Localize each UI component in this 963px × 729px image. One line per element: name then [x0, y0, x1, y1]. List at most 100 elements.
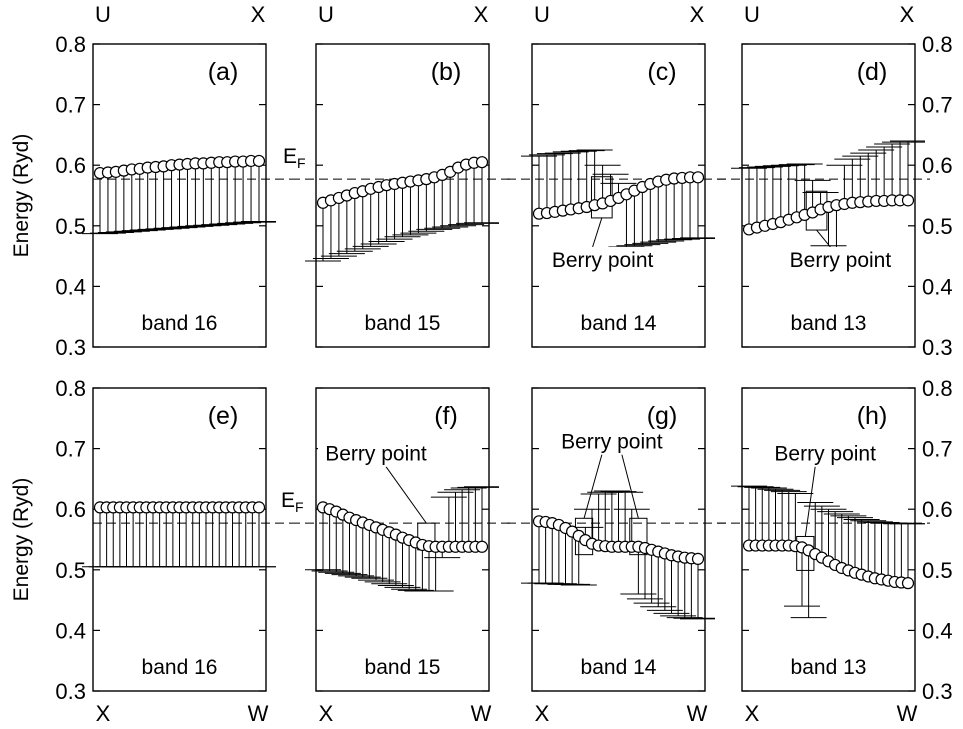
panel-frame	[92, 43, 267, 348]
y-tick-label-right: 0.4	[922, 274, 953, 299]
x-end-label: W	[471, 701, 492, 726]
berry-leader-line	[804, 466, 816, 537]
y-tick-label-left: 0.4	[55, 274, 86, 299]
berry-label-bg	[767, 440, 884, 467]
panel-label: (a)	[208, 58, 239, 86]
berry-point-label: Berry point	[790, 249, 892, 272]
berry-leader-line	[583, 454, 603, 519]
data-point	[691, 552, 705, 565]
x-end-label: X	[900, 2, 915, 27]
y-tick-label-right: 0.3	[922, 335, 953, 360]
x-start-label: X	[535, 701, 550, 726]
fermi-label: EF	[281, 489, 304, 515]
y-tick-label-left: 0.5	[55, 214, 86, 239]
y-tick-label-left: 0.7	[55, 437, 86, 462]
panel-frame	[741, 43, 916, 348]
panel-e: (e) band 16 X W	[82, 387, 291, 726]
y-axis-label: Energy (Ryd)	[10, 478, 33, 602]
panel-label: (e)	[208, 402, 239, 430]
panel-frame	[531, 43, 706, 348]
panel-label: (c)	[647, 58, 676, 86]
panel-frame	[741, 387, 916, 692]
x-start-label: U	[95, 2, 111, 27]
panel-d: Berry point (d) band 13 U X	[717, 2, 930, 348]
x-start-label: U	[534, 2, 550, 27]
panel-label: (h)	[857, 402, 888, 430]
panel-frame	[315, 43, 490, 348]
y-tick-label-right: 0.4	[922, 618, 953, 643]
panel-label: (d)	[857, 58, 888, 86]
panel-h: Berry point (h) band 13 X W	[717, 387, 930, 726]
y-tick-label-right: 0.6	[922, 497, 953, 522]
x-end-label: W	[248, 701, 269, 726]
panel-a: (a) band 16 U X	[82, 2, 291, 348]
berry-leader-line	[385, 466, 427, 524]
y-tick-label-right: 0.6	[922, 153, 953, 178]
panel-b: (b) band 15 U X	[291, 2, 514, 348]
x-end-label: X	[690, 2, 705, 27]
berry-point-label: Berry point	[325, 443, 427, 466]
berry-point-label: Berry point	[774, 443, 876, 466]
panel-label: (f)	[434, 402, 458, 430]
berry-label-bg	[544, 247, 661, 274]
panel-frame	[315, 387, 490, 692]
x-end-label: W	[687, 701, 708, 726]
band-label: band 14	[581, 656, 657, 679]
panel-f: Berry point (f) band 15 X W	[291, 387, 514, 726]
y-tick-label-left: 0.5	[55, 558, 86, 583]
berry-leader-line	[621, 454, 639, 519]
y-tick-label-left: 0.7	[55, 93, 86, 118]
data-point	[691, 171, 705, 184]
band-label: band 13	[791, 312, 867, 335]
y-tick-label-right: 0.5	[922, 214, 953, 239]
panel-frame	[531, 387, 706, 692]
y-tick-label-left: 0.6	[55, 153, 86, 178]
y-tick-label-right: 0.8	[922, 32, 953, 57]
x-start-label: X	[745, 701, 760, 726]
panel-label: (b)	[431, 58, 462, 86]
x-end-label: X	[251, 2, 266, 27]
data-point	[901, 577, 915, 590]
y-tick-label-left: 0.4	[55, 618, 86, 643]
band-label: band 16	[142, 312, 218, 335]
panel-label: (g)	[647, 402, 678, 430]
berry-point-label: Berry point	[552, 249, 654, 272]
y-tick-label-right: 0.7	[922, 437, 953, 462]
y-tick-label-right: 0.5	[922, 558, 953, 583]
data-point	[252, 154, 266, 168]
x-end-label: X	[474, 2, 489, 27]
berry-label-bg	[318, 440, 434, 467]
berry-point-label: Berry point	[561, 431, 663, 454]
y-axis-label: Energy (Ryd)	[10, 134, 33, 258]
panel-g: Berry point(g) band 14 X W	[507, 387, 730, 726]
x-end-label: W	[897, 701, 918, 726]
berry-label-bg	[782, 247, 899, 274]
panel-frame	[92, 387, 267, 692]
x-start-label: X	[319, 701, 334, 726]
y-tick-label-right: 0.8	[922, 376, 953, 401]
x-start-label: X	[96, 701, 111, 726]
y-tick-label-right: 0.7	[922, 93, 953, 118]
band-label: band 16	[142, 656, 218, 679]
band-label: band 13	[791, 656, 867, 679]
y-tick-label-right: 0.3	[922, 679, 953, 704]
x-start-label: U	[318, 2, 334, 27]
data-point	[475, 156, 489, 169]
y-tick-label-left: 0.3	[55, 335, 86, 360]
data-point	[475, 540, 489, 553]
panel-c: Berry point (c) band 14 U X	[507, 2, 730, 348]
berry-leader-line	[816, 229, 831, 248]
data-point	[901, 194, 915, 207]
y-tick-label-left: 0.8	[55, 376, 86, 401]
x-start-label: U	[744, 2, 760, 27]
band-label: band 15	[365, 656, 441, 679]
berry-leader-line	[592, 217, 603, 248]
fermi-label: EF	[283, 145, 306, 171]
band-label: band 14	[581, 312, 657, 335]
data-point	[252, 501, 266, 514]
y-tick-label-left: 0.3	[55, 679, 86, 704]
berry-label-bg	[553, 428, 670, 455]
band-label: band 15	[365, 312, 441, 335]
y-tick-label-left: 0.6	[55, 497, 86, 522]
